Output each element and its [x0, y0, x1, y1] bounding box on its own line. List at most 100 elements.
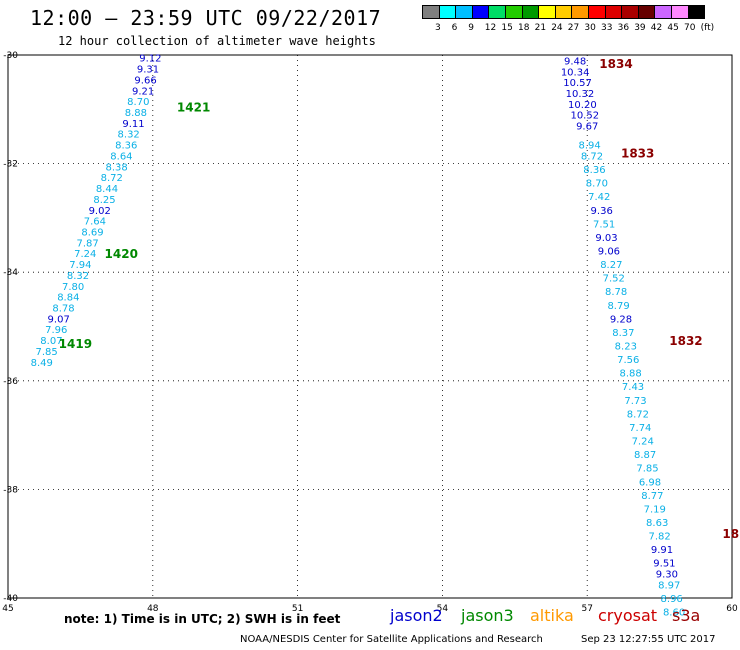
wave-height-point: 8.70	[127, 97, 149, 108]
y-tick-label: -36	[3, 377, 18, 387]
wave-height-point: 9.66	[134, 75, 156, 86]
color-scale-bar	[422, 5, 706, 21]
y-tick-label: -32	[3, 160, 18, 170]
wave-height-point: 8.87	[634, 450, 656, 461]
track-time-label: 1833	[621, 147, 654, 161]
wave-height-point: 10.52	[570, 111, 599, 122]
wave-height-point: 10.20	[568, 100, 597, 111]
wave-height-point: 7.43	[622, 382, 644, 393]
page-title: 12:00 – 23:59 UTC 09/22/2017	[30, 6, 382, 30]
wave-height-point: 9.48	[564, 56, 586, 67]
wave-height-point: 7.42	[588, 192, 610, 203]
wave-height-point: 9.03	[595, 233, 617, 244]
wave-height-point: 8.49	[31, 358, 53, 369]
wave-height-point: 8.63	[646, 518, 668, 529]
wave-height-point: 8.79	[607, 301, 629, 312]
color-scale-label: 30	[584, 23, 596, 33]
wave-height-point: 8.77	[641, 491, 663, 502]
color-swatch	[687, 5, 706, 19]
wave-height-point: 9.11	[122, 119, 144, 130]
wave-height-point: 9.28	[610, 314, 632, 325]
track-time-label: 1421	[177, 101, 210, 115]
x-tick-label: 60	[726, 604, 738, 614]
wave-height-point: 7.82	[648, 532, 670, 543]
wave-height-point: 7.52	[603, 274, 625, 285]
satellite-legend-jason3: jason3	[461, 606, 514, 625]
wave-height-point: 8.72	[101, 173, 123, 184]
wave-height-point: 9.36	[591, 206, 613, 217]
color-scale-label: 3	[435, 23, 441, 33]
wave-height-point: 7.85	[636, 464, 658, 475]
satellite-legend-jason2: jason2	[390, 606, 443, 625]
wave-height-point: 7.24	[74, 249, 96, 260]
wave-height-point: 9.06	[598, 246, 620, 257]
wave-height-point: 7.73	[624, 396, 646, 407]
wave-height-point: 8.07	[40, 336, 62, 347]
wave-height-point: 9.51	[653, 559, 675, 570]
wave-height-point: 8.25	[93, 195, 115, 206]
wave-height-point: 8.78	[52, 303, 74, 314]
wave-height-point: 8.64	[110, 151, 132, 162]
color-scale-label: 33	[601, 23, 613, 33]
wave-height-point: 8.38	[105, 162, 127, 173]
color-scale-labels: 3 6 9 12 15 18 21 24 27 30 33 36 39 42 45 70 (ft)	[422, 23, 740, 35]
color-scale-label: 21	[534, 23, 547, 33]
wave-height-point: 6.98	[639, 477, 661, 488]
satellite-legend-s3a: s3a	[672, 606, 701, 625]
wave-height-point: 8.36	[583, 165, 605, 176]
wave-height-point: 8.88	[620, 369, 642, 380]
page-subtitle: 12 hour collection of altimeter wave hei…	[58, 34, 376, 48]
track-time-label: 18	[722, 527, 739, 541]
track-time-label: 1420	[105, 247, 138, 261]
color-scale-label: 27	[567, 23, 580, 33]
wave-height-point: 7.24	[632, 437, 654, 448]
wave-height-point: 7.64	[84, 217, 106, 228]
wave-height-point: 7.51	[593, 219, 615, 230]
x-tick-label: 48	[147, 604, 159, 614]
y-tick-label: -30	[3, 51, 18, 61]
wave-height-point: 8.69	[81, 227, 103, 238]
wave-height-point: 9.02	[89, 206, 111, 217]
wave-height-point: 7.87	[77, 238, 99, 249]
wave-height-point: 9.12	[139, 54, 161, 65]
wave-height-point: 8.36	[115, 141, 137, 152]
x-tick-label: 57	[581, 604, 592, 614]
wave-height-point: 10.34	[561, 67, 590, 78]
wave-height-point: 8.27	[600, 260, 622, 271]
wave-height-point: 9.67	[576, 122, 598, 133]
wave-height-point: 7.56	[617, 355, 639, 366]
wave-height-point: 9.07	[48, 314, 70, 325]
wave-height-point: 8.32	[118, 130, 140, 141]
color-scale-label: (ft)	[700, 23, 715, 33]
track-time-label: 1832	[669, 334, 702, 348]
wave-height-point: 8.60	[663, 608, 685, 619]
wave-height-point: 8.84	[57, 293, 79, 304]
color-scale-label: 9	[468, 23, 474, 33]
wave-height-point: 8.88	[125, 108, 147, 119]
color-scale-label: 36	[617, 23, 630, 33]
x-tick-label: 51	[292, 604, 303, 614]
wave-height-point: 8.70	[586, 179, 608, 190]
wave-height-point: 8.32	[67, 271, 89, 282]
wave-height-point: 9.30	[656, 570, 678, 581]
wave-height-point: 9.31	[137, 65, 159, 76]
color-scale-label: 6	[451, 23, 458, 33]
color-scale-label: 70	[684, 23, 696, 33]
wave-height-point: 8.72	[581, 151, 603, 162]
color-scale-label: 15	[501, 23, 513, 33]
wave-height-point: 10.57	[563, 78, 592, 89]
satellite-legend-altika: altika	[530, 606, 574, 625]
color-scale-label: 42	[650, 23, 663, 33]
wave-height-point: 7.80	[62, 282, 84, 293]
y-tick-label: -34	[3, 268, 18, 278]
x-tick-label: 54	[437, 604, 449, 614]
footer-note: note: 1) Time is in UTC; 2) SWH is in fe…	[64, 612, 341, 626]
wave-height-point: 8.94	[578, 141, 600, 152]
color-scale-label: 24	[551, 23, 563, 33]
wave-height-point: 8.37	[612, 328, 634, 339]
generation-timestamp: Sep 23 12:27:55 UTC 2017	[581, 634, 716, 645]
wave-height-point: 8.72	[627, 409, 649, 420]
track-time-label: 1419	[59, 337, 92, 351]
wave-height-point: 9.21	[132, 86, 154, 97]
credit-line: NOAA/NESDIS Center for Satellite Applica…	[240, 634, 543, 645]
